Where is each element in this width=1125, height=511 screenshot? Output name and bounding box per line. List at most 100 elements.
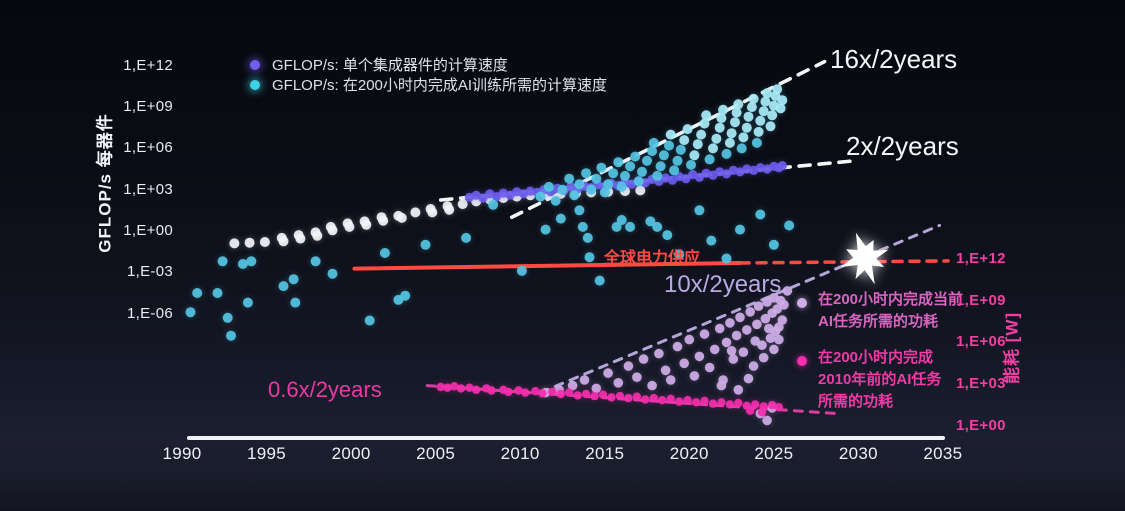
data-point	[185, 307, 196, 318]
data-point	[579, 375, 590, 385]
legend-power-pre2010: 在200小时内完成 2010年前的AI任务 所需的功耗	[818, 347, 941, 413]
data-point	[714, 122, 725, 133]
data-point	[699, 329, 710, 339]
data-point	[569, 190, 580, 201]
data-point	[504, 387, 513, 397]
data-point	[760, 313, 771, 324]
data-point	[222, 312, 233, 323]
data-point	[581, 168, 592, 179]
data-point	[625, 221, 636, 232]
data-point	[665, 129, 676, 140]
data-point	[731, 107, 742, 118]
data-point	[721, 253, 732, 264]
data-point	[751, 137, 762, 148]
data-point	[721, 148, 732, 159]
legend-power-current-line2: AI任务所需的功耗	[818, 313, 939, 330]
data-point	[540, 224, 551, 235]
data-point	[743, 111, 754, 122]
data-point	[708, 143, 718, 154]
tick-label-x: 1990	[162, 444, 202, 463]
data-point	[654, 348, 664, 359]
data-point	[596, 162, 607, 173]
data-point	[538, 389, 547, 398]
tick-label-left: 1,E+03	[123, 180, 173, 198]
data-point	[717, 398, 726, 407]
data-point	[613, 378, 624, 388]
data-point	[543, 181, 554, 192]
data-point	[584, 252, 595, 263]
data-point	[478, 193, 488, 203]
data-point	[361, 219, 372, 230]
data-point	[645, 216, 656, 227]
data-point	[704, 362, 715, 373]
data-point	[753, 126, 764, 137]
data-point	[427, 207, 438, 218]
data-point	[465, 383, 474, 392]
data-point	[364, 315, 375, 326]
data-point	[616, 215, 627, 225]
data-point	[594, 275, 605, 286]
tick-label-x: 2025	[754, 444, 794, 463]
data-point	[736, 143, 747, 154]
tick-label-right: 1,E+03	[956, 375, 1006, 393]
data-point	[573, 391, 582, 400]
data-point	[665, 375, 676, 385]
data-point	[758, 106, 769, 117]
data-point	[456, 384, 466, 393]
data-point	[699, 118, 710, 129]
data-point	[535, 191, 546, 202]
legend-power-current: 在200小时内完成当前 AI任务所需的功耗	[818, 289, 963, 333]
data-point	[774, 403, 784, 412]
data-point	[608, 168, 619, 179]
data-point	[709, 344, 720, 355]
data-point	[461, 232, 472, 243]
data-point	[748, 361, 759, 371]
data-point	[669, 165, 680, 176]
data-point	[637, 166, 647, 177]
tick-label-left: 1,E+06	[123, 139, 173, 157]
data-point	[378, 215, 389, 226]
data-point	[745, 307, 755, 317]
data-point	[725, 400, 735, 409]
data-point	[733, 99, 744, 110]
data-point	[734, 398, 743, 408]
power-current-dot-icon	[797, 298, 807, 308]
data-point	[590, 391, 599, 401]
data-point	[672, 341, 683, 352]
data-point	[762, 415, 772, 426]
data-point	[748, 93, 759, 104]
data-point	[410, 207, 421, 218]
data-point	[779, 300, 789, 310]
data-point	[567, 380, 578, 391]
data-point	[648, 137, 659, 148]
data-point	[658, 396, 667, 405]
data-point	[742, 325, 752, 335]
data-point	[295, 233, 306, 244]
data-point	[667, 175, 678, 185]
tick-label-right: 1,E+06	[956, 333, 1006, 351]
data-point	[751, 400, 760, 409]
tick-label-left: 1,E+00	[123, 222, 173, 239]
data-point	[716, 380, 727, 391]
data-point	[764, 323, 774, 334]
data-point	[278, 236, 289, 247]
data-point	[726, 128, 737, 139]
data-point	[436, 382, 445, 392]
tick-label-right: 1,E+00	[956, 417, 1006, 434]
data-point	[660, 365, 671, 376]
data-point	[556, 389, 565, 399]
tick-label-x: 2030	[838, 444, 878, 463]
data-point	[735, 312, 745, 323]
data-point	[714, 323, 725, 334]
data-point	[757, 407, 767, 417]
data-point	[679, 358, 689, 369]
data-point	[711, 133, 722, 144]
data-point	[691, 398, 701, 407]
data-point	[450, 382, 459, 391]
legend-device-label: GFLOP/s: 单个集成器件的计算速度	[272, 57, 508, 74]
data-point	[586, 184, 597, 195]
data-point	[696, 129, 707, 140]
data-point	[692, 139, 703, 150]
